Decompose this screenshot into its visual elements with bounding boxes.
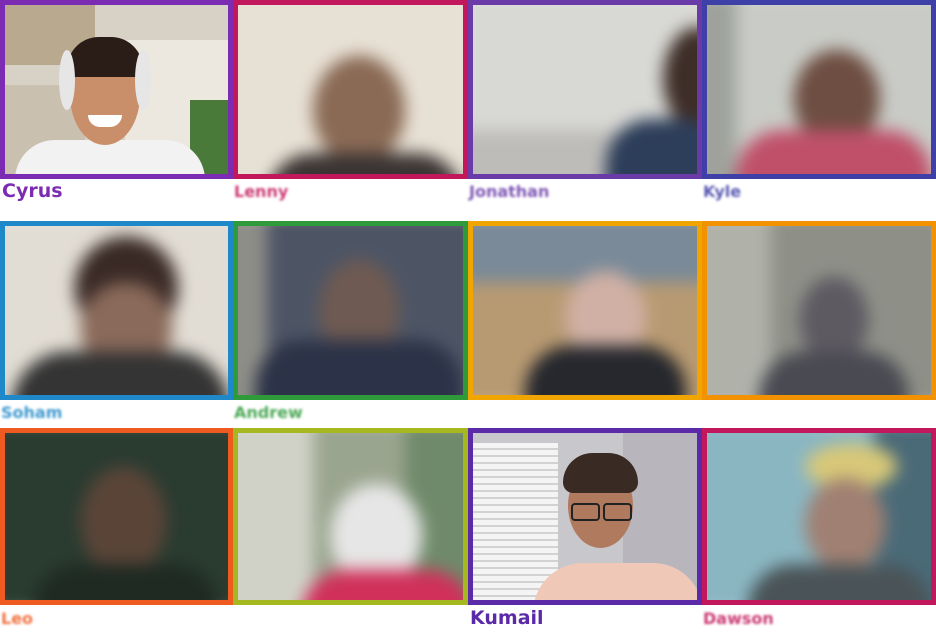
video-tile-lenny[interactable] <box>233 0 468 179</box>
participant-name: Andrew <box>234 403 303 422</box>
participant-name: Leo <box>1 609 34 628</box>
video-tile-cyrus[interactable] <box>0 0 233 179</box>
video-tile-dawson[interactable] <box>702 428 936 605</box>
video-tile-kyle[interactable] <box>702 0 936 179</box>
participant-name: Cyrus <box>2 180 63 202</box>
video-feed <box>238 433 463 600</box>
video-tile-soham[interactable] <box>0 221 233 400</box>
participant-name: Lenny <box>234 182 289 201</box>
video-feed <box>707 226 931 395</box>
video-tile-jonathan[interactable] <box>468 0 702 179</box>
video-feed <box>707 5 931 174</box>
participant-name: Soham <box>1 403 63 422</box>
video-feed <box>238 5 463 174</box>
video-feed <box>5 433 228 600</box>
video-feed <box>707 433 931 600</box>
video-tile-participant-10[interactable] <box>233 428 468 605</box>
participant-name: Jonathan <box>469 182 550 201</box>
video-feed <box>473 226 697 395</box>
video-tile-participant-7[interactable] <box>468 221 702 400</box>
video-feed <box>5 5 228 174</box>
video-feed <box>5 226 228 395</box>
video-tile-andrew[interactable] <box>233 221 468 400</box>
participant-name: Kumail <box>470 607 544 629</box>
participant-name: Kyle <box>703 182 742 201</box>
participant-name: Dawson <box>703 609 774 628</box>
video-tile-participant-8[interactable] <box>702 221 936 400</box>
video-tile-leo[interactable] <box>0 428 233 605</box>
video-feed <box>238 226 463 395</box>
video-feed <box>473 5 697 174</box>
video-tile-kumail[interactable] <box>468 428 702 605</box>
video-feed <box>473 433 697 600</box>
